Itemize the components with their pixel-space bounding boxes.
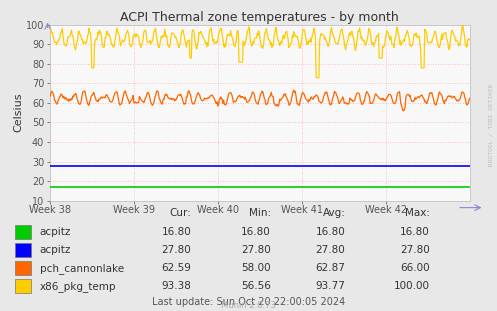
Text: 27.80: 27.80 [162, 245, 191, 255]
Text: acpitz: acpitz [40, 245, 71, 255]
Text: Avg:: Avg: [323, 208, 345, 218]
Text: Cur:: Cur: [169, 208, 191, 218]
Text: x86_pkg_temp: x86_pkg_temp [40, 281, 116, 292]
Text: Last update: Sun Oct 20 22:00:05 2024: Last update: Sun Oct 20 22:00:05 2024 [152, 297, 345, 307]
Title: ACPI Thermal zone temperatures - by month: ACPI Thermal zone temperatures - by mont… [120, 11, 399, 24]
Bar [15, 243, 31, 257]
Text: 16.80: 16.80 [241, 227, 271, 237]
Bar [15, 279, 31, 293]
Text: 27.80: 27.80 [316, 245, 345, 255]
Text: 66.00: 66.00 [400, 263, 430, 273]
Text: 27.80: 27.80 [400, 245, 430, 255]
Text: pch_cannonlake: pch_cannonlake [40, 263, 124, 274]
Text: 58.00: 58.00 [241, 263, 271, 273]
Text: 62.87: 62.87 [316, 263, 345, 273]
Bar [15, 261, 31, 275]
Text: 16.80: 16.80 [316, 227, 345, 237]
Text: Max:: Max: [405, 208, 430, 218]
Text: 93.38: 93.38 [162, 281, 191, 291]
Text: 56.56: 56.56 [241, 281, 271, 291]
Y-axis label: Celsius: Celsius [13, 93, 23, 132]
Text: Min:: Min: [248, 208, 271, 218]
Text: 62.59: 62.59 [162, 263, 191, 273]
Text: 100.00: 100.00 [394, 281, 430, 291]
Text: Munin 2.0.73: Munin 2.0.73 [221, 301, 276, 310]
Text: 93.77: 93.77 [316, 281, 345, 291]
Text: acpitz: acpitz [40, 227, 71, 237]
Bar [15, 225, 31, 239]
Text: 27.80: 27.80 [241, 245, 271, 255]
Text: 16.80: 16.80 [162, 227, 191, 237]
Text: 16.80: 16.80 [400, 227, 430, 237]
Text: RRDTOOL / TOBI OETIKER: RRDTOOL / TOBI OETIKER [488, 83, 493, 166]
